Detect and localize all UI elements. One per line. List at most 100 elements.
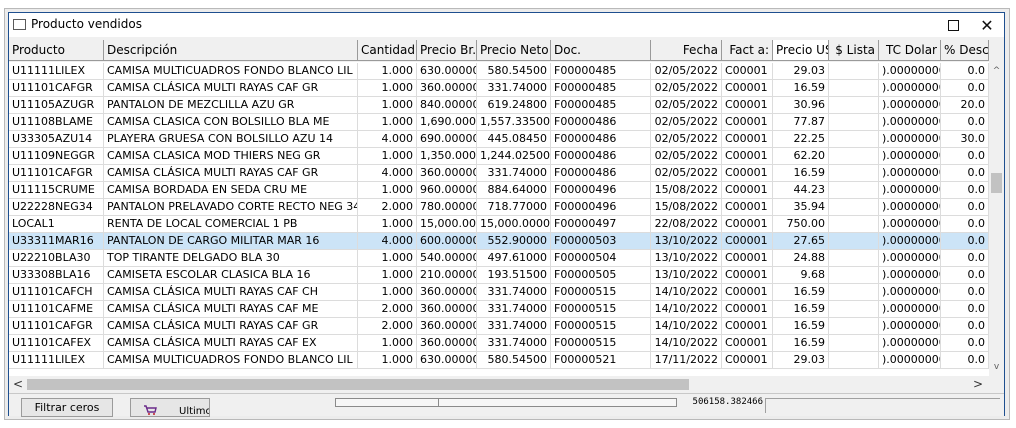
table-row[interactable]: U11101CAFME CAMISA CLÁSICA MULTI RAYAS CA… <box>9 301 989 318</box>
cell-precio-neto: 445.08450 <box>477 131 551 148</box>
cell-doc: F00000515 <box>551 318 651 335</box>
scroll-right-icon[interactable]: > <box>972 377 984 391</box>
table-row[interactable]: U11105AZUGR PANTALON DE MEZCLILLA AZU GR 1… <box>9 97 989 114</box>
cell-tc-dolar: ).00000000 <box>879 114 941 131</box>
cell-precio-neto: 580.54500 <box>477 63 551 80</box>
cell-tc-dolar: ).00000000 <box>879 267 941 284</box>
column-header-desc[interactable]: % Desc <box>941 40 989 61</box>
cell-doc: F00000515 <box>551 301 651 318</box>
cart-icon <box>144 405 157 415</box>
column-header-tc-dolar[interactable]: TC Dolar <box>879 40 941 61</box>
column-header-cantidad[interactable]: Cantidad <box>358 40 417 61</box>
table-row[interactable]: LOCAL1 RENTA DE LOCAL COMERCIAL 1 PB 1.000… <box>9 216 989 233</box>
column-header-descripcion[interactable]: Descripción <box>104 40 358 61</box>
column-header-fact-a[interactable]: Fact a: <box>722 40 773 61</box>
maximize-button[interactable] <box>937 13 969 37</box>
cell-precio-br: 690.00000 <box>417 131 477 148</box>
cell-descripcion: CAMISA CLÁSICA MULTI RAYAS CAF EX <box>104 335 358 352</box>
cell-precio-neto: 331.74000 <box>477 318 551 335</box>
table-row[interactable]: U11109NEGGR CAMISA CLASICA MOD THIERS NEG… <box>9 148 989 165</box>
cell-tc-dolar: ).00000000 <box>879 80 941 97</box>
table-row[interactable]: U11101CAFEX CAMISA CLÁSICA MULTI RAYAS CA… <box>9 335 989 352</box>
cell-precio-us: 22.25 <box>773 131 829 148</box>
table-row[interactable]: U11101CAFCH CAMISA CLÁSICA MULTI RAYAS CA… <box>9 284 989 301</box>
cell-fecha: 14/10/2022 <box>651 335 722 352</box>
cell-doc: F00000496 <box>551 199 651 216</box>
scroll-up-icon[interactable]: ^ <box>992 66 1001 76</box>
cell-precio-br: 540.00000 <box>417 250 477 267</box>
cell-lista <box>829 284 879 301</box>
table-row[interactable]: U11101CAFGR CAMISA CLÁSICA MULTI RAYAS CA… <box>9 318 989 335</box>
table-row[interactable]: U11111LILEX CAMISA MULTICUADROS FONDO BLA… <box>9 352 989 369</box>
cell-tc-dolar: ).00000000 <box>879 352 941 369</box>
table-row[interactable]: U22210BLA30 TOP TIRANTE DELGADO BLA 30 1.0… <box>9 250 989 267</box>
cell-precio-neto: 884.64000 <box>477 182 551 199</box>
cell-fact-a: C00001 <box>722 114 773 131</box>
table-row[interactable]: U33305AZU14 PLAYERA GRUESA CON BOLSILLO A… <box>9 131 989 148</box>
cell-desc: 0.0 <box>941 233 989 250</box>
cell-fact-a: C00001 <box>722 318 773 335</box>
cell-desc: 0.0 <box>941 284 989 301</box>
scroll-down-icon[interactable]: v <box>993 362 1000 372</box>
cell-producto: U11115CRUME <box>9 182 104 199</box>
column-header-precio-us[interactable]: Precio US' <box>773 40 829 61</box>
cell-lista <box>829 182 879 199</box>
cell-precio-us: 29.03 <box>773 63 829 80</box>
cell-precio-br: 360.00000 <box>417 284 477 301</box>
table-row[interactable]: U33308BLA16 CAMISETA ESCOLAR CLASICA BLA … <box>9 267 989 284</box>
cell-lista <box>829 148 879 165</box>
table-row[interactable]: U11111LILEX CAMISA MULTICUADROS FONDO BLA… <box>9 63 989 80</box>
cell-lista <box>829 131 879 148</box>
cell-fecha: 02/05/2022 <box>651 97 722 114</box>
column-header-producto[interactable]: Producto <box>9 40 104 61</box>
cell-producto: U22228NEG34 <box>9 199 104 216</box>
cell-producto: U22210BLA30 <box>9 250 104 267</box>
cell-precio-us: 16.59 <box>773 284 829 301</box>
cell-desc: 0.0 <box>941 267 989 284</box>
horizontal-scroll-thumb[interactable] <box>27 379 689 390</box>
column-header-precio-br[interactable]: Precio Br. <box>417 40 477 61</box>
vertical-scrollbar[interactable]: ^ v <box>989 40 1004 376</box>
table-row[interactable]: U11101CAFGR CAMISA CLÁSICA MULTI RAYAS CA… <box>9 80 989 97</box>
cell-producto: U11108BLAME <box>9 114 104 131</box>
cell-fact-a: C00001 <box>722 148 773 165</box>
table-row[interactable]: U11108BLAME CAMISA CLASICA CON BOLSILLO B… <box>9 114 989 131</box>
cell-precio-us: 29.03 <box>773 352 829 369</box>
cell-doc: F00000485 <box>551 97 651 114</box>
ultimo-label: Ultimo <box>179 406 210 417</box>
cell-lista <box>829 233 879 250</box>
column-header-fecha[interactable]: Fecha <box>651 40 722 61</box>
cell-descripcion: PLAYERA GRUESA CON BOLSILLO AZU 14 <box>104 131 358 148</box>
cell-producto: U11101CAFGR <box>9 80 104 97</box>
table-row[interactable]: U11115CRUME CAMISA BORDADA EN SEDA CRU ME… <box>9 182 989 199</box>
cell-desc: 0.0 <box>941 318 989 335</box>
table-row[interactable]: U11101CAFGR CAMISA CLÁSICA MULTI RAYAS CA… <box>9 165 989 182</box>
column-header-lista[interactable]: $ Lista <box>829 40 879 61</box>
filtrar-ceros-button[interactable]: Filtrar ceros <box>21 398 113 417</box>
cell-fecha: 02/05/2022 <box>651 148 722 165</box>
vertical-scroll-thumb[interactable] <box>991 173 1002 193</box>
cell-fact-a: C00001 <box>722 284 773 301</box>
cell-fecha: 02/05/2022 <box>651 80 722 97</box>
cell-precio-br: 360.00000 <box>417 301 477 318</box>
column-header-precio-neto[interactable]: Precio Neto <box>477 40 551 61</box>
horizontal-scrollbar[interactable]: < > <box>9 377 989 392</box>
cell-cantidad: 1.000 <box>358 97 417 114</box>
cell-doc: F00000504 <box>551 250 651 267</box>
cell-tc-dolar: ).00000000 <box>879 335 941 352</box>
products-grid[interactable]: Producto Descripción Cantidad Precio Br. Pre… <box>9 40 989 376</box>
close-button[interactable]: ✕ <box>971 13 1003 37</box>
title-bar[interactable]: Producto vendidos ✕ <box>9 13 1004 37</box>
cell-doc: F00000505 <box>551 267 651 284</box>
cell-precio-br: 360.00000 <box>417 80 477 97</box>
table-row[interactable]: U22228NEG34 PANTALON PRELAVADO CORTE RECT… <box>9 199 989 216</box>
column-header-doc[interactable]: Doc. <box>551 40 651 61</box>
scroll-left-icon[interactable]: < <box>12 377 24 391</box>
window-icon <box>13 19 26 30</box>
table-row-selected[interactable]: U33311MAR16 PANTALON DE CARGO MILITAR MAR… <box>9 233 989 250</box>
cell-lista <box>829 114 879 131</box>
cell-producto: U11101CAFGR <box>9 318 104 335</box>
cell-producto: U11111LILEX <box>9 352 104 369</box>
cell-fact-a: C00001 <box>722 97 773 114</box>
ultimo-button[interactable]: Ultimo <box>130 398 210 417</box>
